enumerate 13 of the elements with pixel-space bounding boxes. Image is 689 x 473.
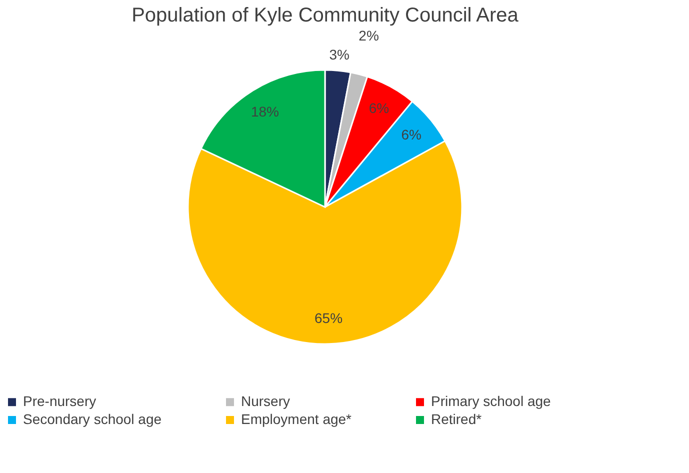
legend-label: Pre-nursery: [23, 393, 96, 410]
data-label: 6%: [368, 100, 390, 116]
legend-label: Primary school age: [431, 393, 552, 410]
data-label: 65%: [314, 310, 343, 326]
legend-label: Nursery: [241, 393, 290, 410]
data-label: 2%: [358, 28, 379, 44]
data-label: 18%: [250, 103, 280, 120]
data-label: 6%: [401, 126, 422, 143]
chart-title: Population of Kyle Community Council Area: [132, 4, 520, 27]
data-label: 3%: [329, 46, 350, 63]
legend-label: Employment age*: [241, 411, 352, 427]
legend-label: Secondary school age: [23, 411, 162, 427]
legend-label: Retired*: [431, 411, 482, 427]
